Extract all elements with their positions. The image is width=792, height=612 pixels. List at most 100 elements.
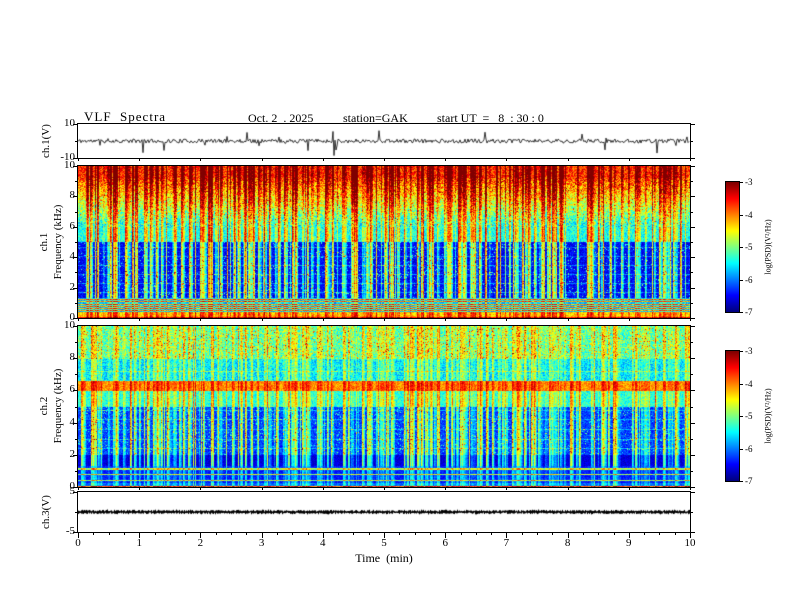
colorbar-tick-label: -6: [745, 444, 753, 454]
tick-mark: [384, 158, 385, 161]
ch1-channel-label: ch.1: [38, 232, 50, 252]
tick-mark: [739, 182, 743, 183]
tick-mark: [78, 318, 79, 321]
tick-mark: [690, 532, 691, 538]
tick-mark: [353, 532, 355, 535]
tick-mark: [75, 242, 78, 243]
y-tick-label: 4: [69, 250, 76, 262]
colorbar-tick-label: -4: [745, 379, 753, 389]
date-label: Oct. 2 . 2025: [248, 111, 314, 125]
tick-mark: [78, 487, 79, 490]
tick-mark: [659, 532, 661, 535]
tick-mark: [75, 512, 78, 513]
ch1-spectrogram: [78, 166, 690, 318]
tick-mark: [567, 487, 569, 490]
x-tick-label: 3: [258, 537, 265, 549]
x-tick-label: 2: [197, 537, 204, 549]
tick-mark: [690, 390, 695, 391]
tick-mark: [690, 455, 695, 456]
tick-mark: [78, 532, 79, 538]
tick-mark: [78, 158, 79, 161]
colorbar-tick-label: -3: [745, 346, 753, 356]
tick-mark: [690, 288, 695, 289]
tick-mark: [384, 318, 385, 321]
y-tick-label: -10: [60, 151, 75, 163]
tick-mark: [739, 481, 743, 482]
tick-mark: [739, 384, 743, 385]
x-tick-label: 7: [503, 537, 510, 549]
tick-mark: [139, 487, 141, 490]
ch2-spectrogram: [78, 326, 690, 487]
x-tick-label: 8: [564, 537, 571, 549]
x-tick-label: 9: [626, 537, 632, 549]
colorbar2: [726, 351, 739, 481]
tick-mark: [613, 532, 615, 535]
y-tick-label: 0: [69, 480, 76, 492]
tick-mark: [75, 141, 78, 142]
tick-mark: [690, 166, 695, 167]
tick-mark: [567, 158, 569, 161]
plot-title: VLF Spectra: [84, 109, 167, 124]
colorbar-tick-label: -7: [745, 307, 753, 317]
tick-mark: [276, 532, 278, 535]
ch3-waveform-plot: [78, 492, 690, 532]
tick-mark: [582, 532, 584, 535]
tick-mark: [690, 532, 695, 533]
tick-mark: [322, 532, 324, 538]
y-tick-label: 8: [69, 351, 76, 363]
tick-mark: [690, 439, 693, 440]
colorbar-tick-label: -3: [745, 177, 753, 187]
tick-mark: [414, 532, 416, 535]
tick-mark: [200, 318, 202, 321]
tick-mark: [690, 374, 693, 375]
tick-mark: [200, 158, 202, 161]
tick-mark: [123, 532, 125, 535]
time-axis-label: Time (min): [355, 551, 413, 565]
tick-mark: [690, 158, 695, 159]
tick-mark: [73, 196, 78, 197]
tick-mark: [598, 532, 600, 535]
tick-mark: [73, 358, 78, 359]
tick-mark: [93, 532, 95, 535]
tick-mark: [108, 532, 110, 535]
tick-mark: [73, 455, 78, 456]
tick-mark: [322, 487, 324, 490]
y-tick-label: 10: [64, 117, 75, 129]
tick-mark: [73, 492, 78, 493]
tick-mark: [690, 242, 693, 243]
tick-mark: [739, 351, 743, 352]
tick-mark: [445, 532, 447, 538]
tick-mark: [690, 407, 693, 408]
tick-mark: [567, 318, 569, 321]
tick-mark: [690, 487, 695, 488]
y-tick-label: 6: [69, 383, 76, 395]
y-tick-label: 10: [64, 319, 75, 331]
tick-mark: [644, 532, 646, 535]
y-tick-label: -5: [65, 525, 75, 537]
tick-mark: [690, 342, 693, 343]
tick-mark: [552, 532, 554, 535]
tick-mark: [491, 532, 493, 535]
tick-mark: [75, 471, 78, 472]
tick-mark: [169, 532, 171, 535]
tick-mark: [445, 318, 447, 321]
x-tick-label: 1: [136, 537, 142, 549]
tick-mark: [690, 196, 695, 197]
tick-mark: [322, 158, 324, 161]
tick-mark: [537, 532, 538, 535]
tick-mark: [506, 158, 508, 161]
tick-mark: [506, 318, 508, 321]
tick-mark: [261, 487, 263, 490]
tick-mark: [307, 532, 309, 535]
tick-mark: [73, 166, 78, 167]
colorbar-tick-label: -7: [745, 476, 753, 486]
tick-mark: [200, 532, 202, 538]
tick-mark: [75, 439, 78, 440]
tick-mark: [690, 227, 695, 228]
tick-mark: [139, 318, 141, 321]
tick-mark: [445, 158, 447, 161]
tick-mark: [739, 449, 743, 450]
tick-mark: [628, 487, 630, 490]
tick-mark: [628, 532, 630, 538]
tick-mark: [690, 257, 695, 258]
